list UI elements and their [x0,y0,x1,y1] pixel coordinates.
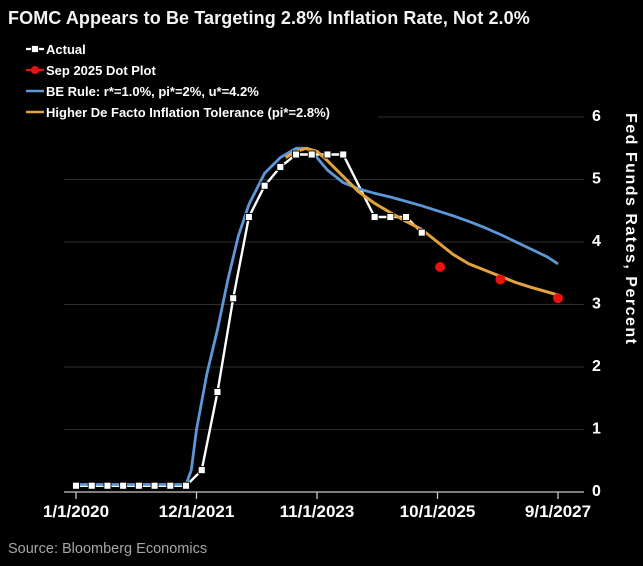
legend-label-dot-plot: Sep 2025 Dot Plot [46,62,156,78]
chart-title: FOMC Appears to Be Targeting 2.8% Inflat… [8,8,530,28]
x-tick-label: 9/1/2027 [525,502,591,521]
actual-marker [307,150,316,159]
legend-label-be-rule: BE Rule: r*=1.0%, pi*=2%, u*=4.2% [46,83,259,99]
actual-marker [119,481,128,490]
actual-marker [87,481,96,490]
y-tick-label: 6 [592,108,601,125]
actual-marker [244,213,253,221]
y-axis-title: Fed Funds Rates, Percent [622,113,639,346]
actual-marker [150,481,159,490]
actual-marker [292,150,300,159]
actual-marker [323,150,332,159]
actual-marker [166,481,175,490]
actual-line-square-icon [26,45,44,53]
legend-label-tolerance: Higher De Facto Inflation Tolerance (pi*… [46,104,331,120]
actual-marker [402,213,411,221]
series-line-3 [284,146,559,297]
actual-marker [103,481,112,490]
legend-item-be-rule: BE Rule: r*=1.0%, pi*=2%, u*=4.2% [25,83,330,99]
dot-plot-point [495,274,506,285]
legend-item-actual: Actual [25,41,330,57]
actual-marker [417,228,426,237]
y-tick-label: 0 [592,483,601,500]
actual-marker [182,481,190,490]
actual-marker [386,213,395,221]
red-dot-icon [26,66,44,74]
source-attribution: Source: Bloomberg Economics [8,541,208,557]
x-tick-label: 11/1/2023 [280,502,355,521]
legend-item-dot-plot: Sep 2025 Dot Plot [25,62,330,78]
actual-marker [276,163,285,171]
y-tick-label: 1 [592,421,601,438]
actual-marker [197,466,206,475]
y-tick-label: 5 [592,171,601,188]
actual-marker [134,481,143,490]
x-tick-label: 1/1/2020 [43,502,109,521]
orange-line-icon [26,110,44,114]
y-tick-label: 3 [592,296,601,313]
actual-marker [370,213,379,221]
y-tick-label: 2 [592,358,601,375]
actual-marker [72,481,80,490]
blue-line-icon [26,89,44,93]
series-line-2 [76,146,559,486]
actual-marker [229,294,238,303]
x-tick-label: 12/1/2021 [159,502,235,521]
actual-marker [260,181,269,190]
x-tick-label: 10/1/2025 [400,502,476,521]
dot-plot-point [435,262,446,272]
y-tick-label: 4 [592,233,601,250]
actual-marker [339,150,348,159]
dot-plot-point [553,293,563,304]
actual-marker [213,388,222,396]
legend-item-tolerance: Higher De Facto Inflation Tolerance (pi*… [25,104,331,120]
legend-label-actual: Actual [46,41,86,57]
legend: Actual Sep 2025 Dot Plot BE Rule: r*=1.0… [25,41,331,120]
